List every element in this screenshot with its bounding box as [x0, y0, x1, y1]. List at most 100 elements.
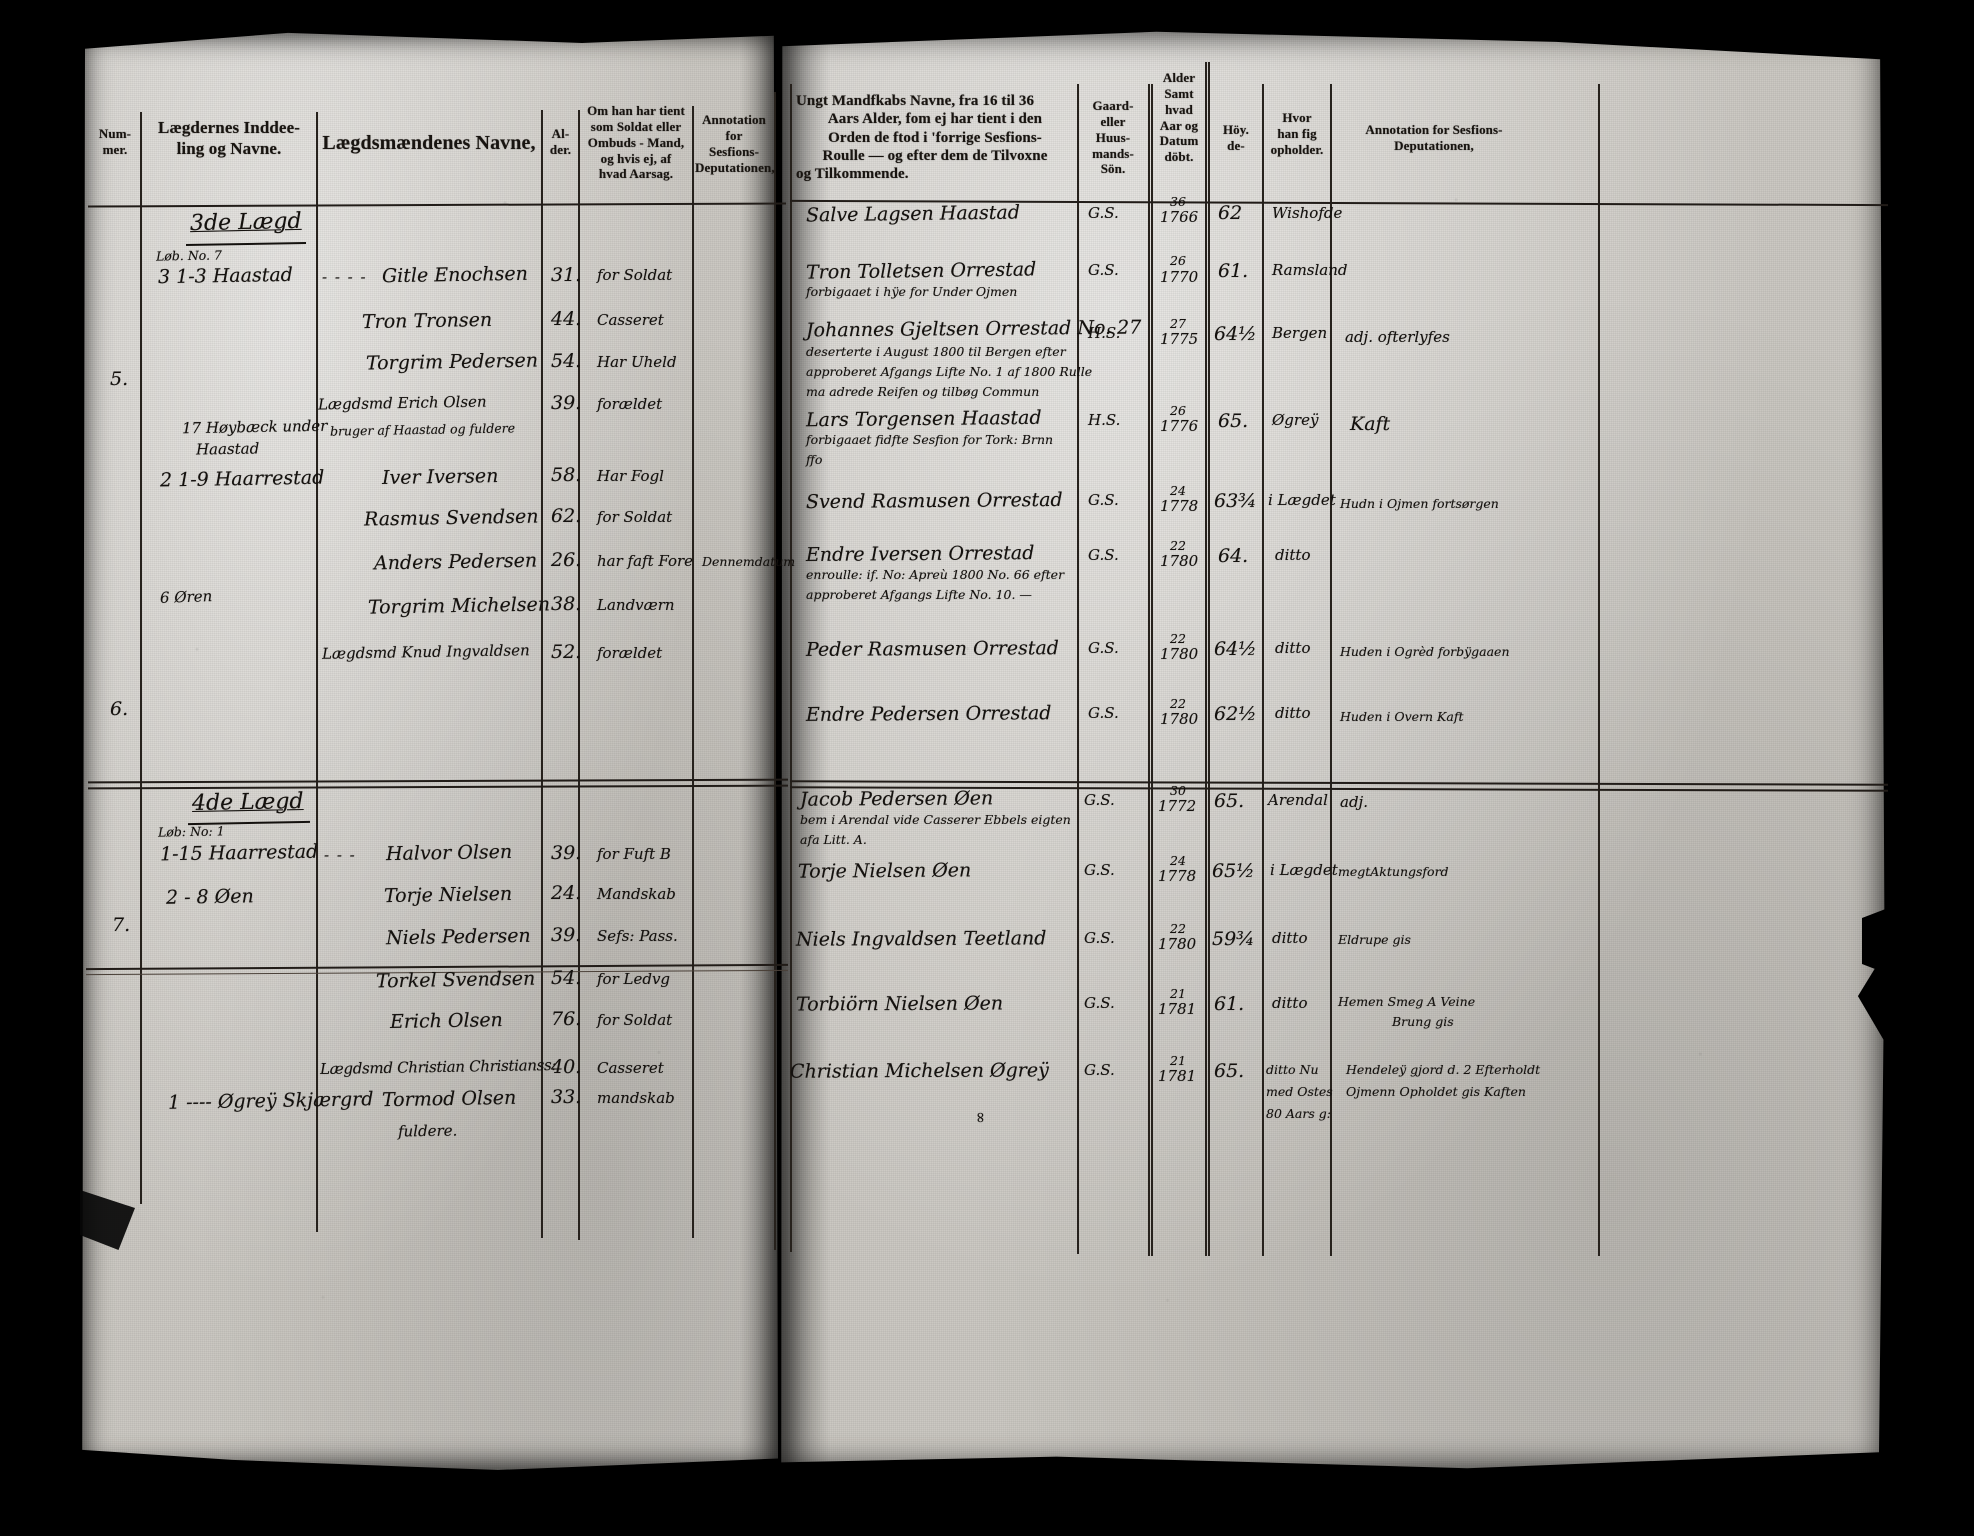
gaard-1: G.S.	[1088, 204, 1119, 222]
laegdsmand-name-15: Lægdsmd Christian Christianss:	[319, 1055, 557, 1079]
ophold-13b: med Ostes	[1266, 1084, 1333, 1099]
note-bruger-af-haastad: bruger af Haastad og fuldere	[329, 420, 516, 439]
alder-4: 39.	[551, 392, 582, 414]
aar-num-13: 21	[1170, 1053, 1186, 1068]
ungt-mandskab-name-7: Peder Rasmusen Orrestad	[805, 637, 1059, 661]
ungt-mandskab-note-9a: bem i Arendal vide Casserer Ebbels eigte…	[800, 812, 1071, 827]
hoyde-10: 65½	[1212, 860, 1255, 882]
gaard-3: H.S.	[1088, 324, 1121, 342]
inddeling-oeren: 6 Øren	[159, 587, 213, 607]
laegdsmand-name-4: Lægdsmd Erich Olsen	[317, 392, 487, 414]
annotation-right-13b: Ojmenn Opholdet gis Kaften	[1346, 1084, 1526, 1099]
aar-num-12: 21	[1170, 986, 1186, 1001]
aar-year-12: 1781	[1158, 1000, 1197, 1018]
col-header-annotation-sessions-right: Annotation for Sesfions- Deputationen,	[1365, 122, 1503, 153]
laegdsmand-name-7: Anders Pedersen	[373, 549, 538, 575]
hoyde-6: 64.	[1218, 545, 1249, 567]
ophold-3: Bergen	[1272, 324, 1328, 342]
nummer-7: 7.	[112, 914, 131, 936]
ungt-mandskab-name-11: Niels Ingvaldsen Teetland	[795, 927, 1047, 951]
gaard-8: G.S.	[1088, 704, 1119, 722]
ungt-mandskab-note-4a: forbigaaet fidfte Sesfion for Tork: Brnn	[806, 432, 1054, 447]
ungt-mandskab-note-3a: deserterte i August 1800 til Bergen efte…	[806, 344, 1066, 359]
inddeling-haarrestad: 2 1-9 Haarrestad	[159, 466, 325, 492]
alder-2: 44.	[551, 308, 582, 330]
gaard-12: G.S.	[1084, 994, 1115, 1012]
inddeling-oegrey: 1 ---- Øgreÿ Skjærgrd	[167, 1088, 374, 1114]
col-header-alder: Al- der.	[549, 126, 572, 157]
laegdsmand-name-2: Tron Tronsen	[361, 308, 493, 334]
aar-year-6: 1780	[1160, 552, 1199, 570]
hoyde-7: 64½	[1214, 638, 1257, 660]
laegdsmand-name-10: Halvor Olsen	[385, 840, 513, 866]
paper-grain-right	[781, 31, 1885, 1469]
aar-num-5: 24	[1170, 483, 1186, 498]
aar-year-2: 1770	[1160, 268, 1199, 286]
alder-6: 62.	[551, 505, 582, 527]
leader-dots-10: - - -	[324, 846, 357, 864]
hoyde-5: 63¾	[1214, 490, 1257, 512]
aar-num-11: 22	[1170, 921, 1186, 936]
aar-num-7: 22	[1170, 631, 1186, 646]
ophold-13c: 80 Aars g:	[1266, 1106, 1331, 1121]
col-header-om-han-har-tient: Om han har tient som Soldat eller Ombuds…	[587, 103, 685, 182]
hoyde-3: 64½	[1214, 323, 1257, 345]
gaard-13: G.S.	[1084, 1061, 1115, 1079]
leader-dots-1: - - - -	[322, 268, 368, 286]
ungt-mandskab-name-9: Jacob Pedersen Øen	[799, 787, 994, 811]
gaard-9: G.S.	[1084, 791, 1115, 809]
alder-10: 39.	[551, 842, 582, 864]
ophold-13a: ditto Nu	[1266, 1062, 1319, 1077]
ungt-mandskab-name-10: Torje Nielsen Øen	[797, 859, 972, 883]
hoyde-12: 61.	[1214, 993, 1245, 1015]
aar-year-5: 1778	[1160, 497, 1199, 515]
alder-12: 39.	[551, 924, 582, 946]
col-header-laegdernes-inddeling: Lægdernes Inddee- ling og Navne.	[158, 118, 300, 158]
alder-3: 54.	[551, 350, 582, 372]
annotation-right-4: Kaft	[1350, 413, 1391, 435]
aar-num-10: 24	[1170, 853, 1186, 868]
tjeneste-2: Casseret	[597, 311, 664, 329]
annotation-right-12b: Brung gis	[1392, 1014, 1454, 1029]
ophold-2: Ramsland	[1272, 261, 1348, 279]
aar-num-3: 27	[1170, 316, 1186, 331]
ophold-11: ditto	[1272, 929, 1308, 947]
tjeneste-8: Landværn	[597, 596, 675, 614]
aar-year-9: 1772	[1158, 797, 1197, 815]
ophold-12: ditto	[1272, 994, 1308, 1012]
laegdsmand-name-1: Gitle Enochsen	[381, 262, 529, 288]
aar-year-4: 1776	[1160, 417, 1199, 435]
aar-num-8: 22	[1170, 696, 1186, 711]
ungt-mandskab-note-9b: afa Litt. A.	[800, 832, 867, 847]
alder-14: 76.	[551, 1008, 582, 1030]
aar-year-3: 1775	[1160, 330, 1199, 348]
annotation-right-10: megtAktungsford	[1338, 864, 1449, 879]
gaard-11: G.S.	[1084, 929, 1115, 947]
ungt-mandskab-name-6: Endre Iversen Orrestad	[805, 542, 1035, 566]
laegdsmand-name-11: Torje Nielsen	[383, 882, 513, 908]
inddeling-haastad: 3 1-3 Haastad	[157, 263, 294, 289]
alder-7: 26.	[551, 549, 582, 571]
gaard-2: G.S.	[1088, 261, 1119, 279]
laegdsmand-name-8: Torgrim Michelsen	[367, 593, 551, 619]
hoyde-4: 65.	[1218, 410, 1249, 432]
ungt-mandskab-note-2: forbigaaet i hÿe for Under Ojmen	[806, 284, 1018, 299]
laegdsmand-name-16: Tormod Olsen	[381, 1086, 517, 1112]
ungt-mandskab-name-5: Svend Rasmusen Orrestad	[805, 488, 1063, 514]
left-page	[82, 32, 778, 1470]
tjeneste-12: Sefs: Pass.	[597, 927, 678, 945]
hoyde-11: 59¾	[1212, 928, 1255, 950]
loebe-no-4: Løb: No: 1	[157, 823, 225, 840]
ophold-7: ditto	[1275, 639, 1311, 657]
ungt-mandskab-name-1: Salve Lagsen Haastad	[805, 201, 1021, 227]
alder-9: 52.	[551, 641, 582, 663]
alder-5: 58.	[551, 464, 582, 486]
annotation-right-8: Huden i Overn Kaft	[1340, 709, 1464, 724]
aar-year-11: 1780	[1158, 935, 1197, 953]
annotation-right-9: adj.	[1340, 793, 1368, 811]
tjeneste-5: Har Fogl	[597, 467, 664, 485]
annotation-left-7: Dennemdatum	[702, 554, 796, 569]
aar-year-13: 1781	[1158, 1067, 1197, 1085]
hoyde-1: 62	[1218, 202, 1243, 224]
